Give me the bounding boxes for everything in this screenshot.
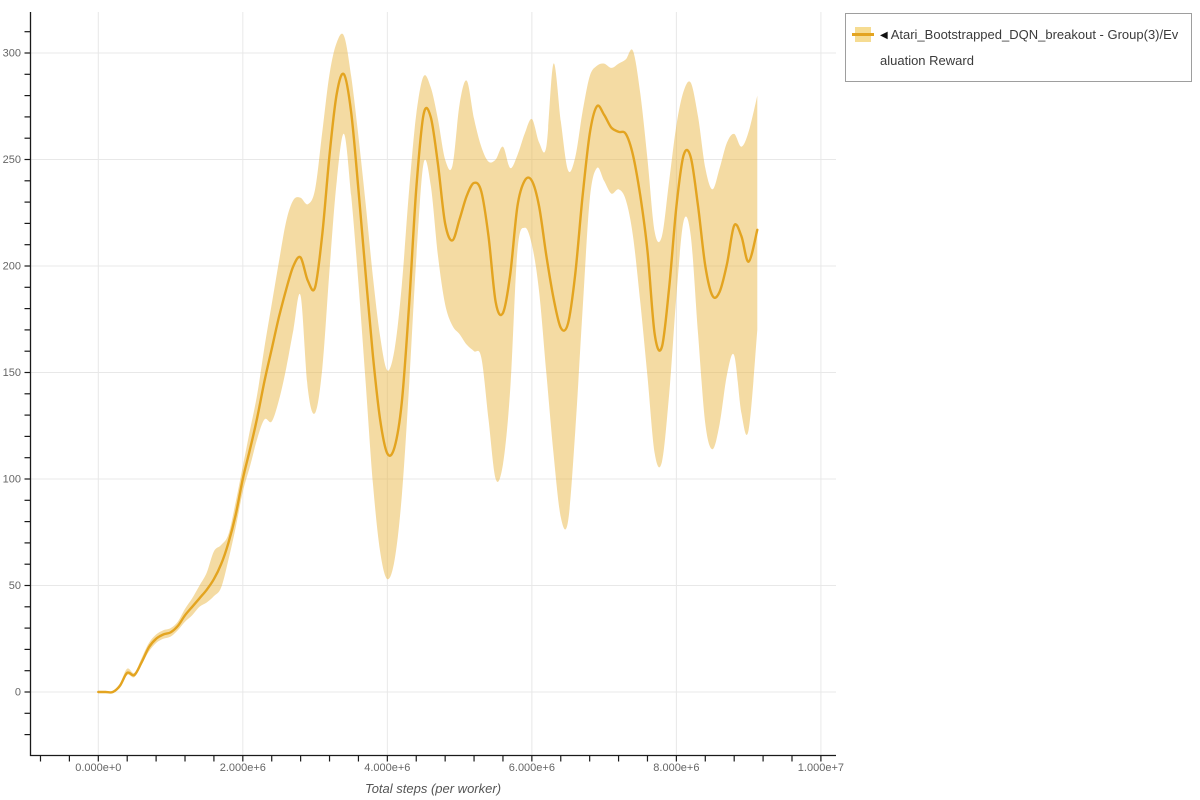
x-tick-label: 6.000e+6 bbox=[509, 762, 555, 774]
x-tick-label: 0.000e+0 bbox=[75, 762, 121, 774]
y-tick-label: 250 bbox=[3, 154, 21, 166]
y-tick-label: 50 bbox=[9, 580, 21, 592]
legend-line-swatch bbox=[852, 33, 874, 36]
legend[interactable]: ◀ Atari_Bootstrapped_DQN_breakout - Group… bbox=[845, 13, 1192, 82]
y-tick-label: 0 bbox=[15, 687, 21, 699]
x-tick-label: 1.000e+7 bbox=[798, 762, 844, 774]
y-tick-label: 200 bbox=[3, 261, 21, 273]
confidence-band bbox=[98, 33, 758, 693]
axis-spines bbox=[29, 12, 836, 757]
mean-line bbox=[97, 72, 759, 694]
legend-series-swatch bbox=[852, 27, 874, 42]
y-tick-label: 100 bbox=[3, 474, 21, 486]
chart-plot-area[interactable]: 0.000e+0 2.000e+6 4.000e+6 6.000e+6 8.000e+6… bbox=[0, 0, 845, 800]
x-axis-title: Total steps (per worker) bbox=[364, 781, 502, 796]
y-tick-label: 150 bbox=[3, 367, 21, 379]
x-tick-label: 8.000e+6 bbox=[653, 762, 699, 774]
x-tick-label: 2.000e+6 bbox=[220, 762, 266, 774]
y-tick-label: 300 bbox=[3, 48, 21, 60]
legend-entry[interactable]: ◀ Atari_Bootstrapped_DQN_breakout - Group… bbox=[880, 23, 1180, 73]
collapse-legend-icon[interactable]: ◀ bbox=[880, 30, 888, 41]
series-label: Atari_Bootstrapped_DQN_breakout - Group(… bbox=[880, 27, 1179, 68]
x-tick-label: 4.000e+6 bbox=[364, 762, 410, 774]
